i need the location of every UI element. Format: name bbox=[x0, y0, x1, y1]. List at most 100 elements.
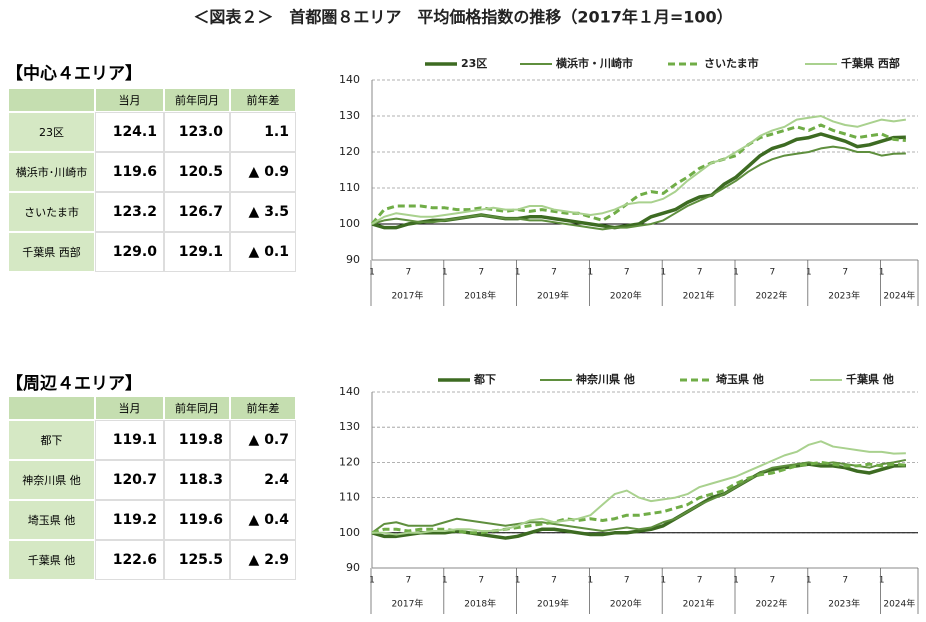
table-value: 118.3 bbox=[164, 460, 230, 500]
x-tick-label: 7 bbox=[551, 576, 557, 586]
x-tick-label: 1 bbox=[442, 576, 448, 586]
year-label: 2018年 bbox=[464, 598, 496, 610]
year-label: 2024年 bbox=[883, 598, 915, 610]
series-line bbox=[371, 460, 906, 535]
x-tick-label: 1 bbox=[515, 268, 521, 278]
x-tick-label: 1 bbox=[879, 268, 885, 278]
x-tick-label: 7 bbox=[770, 268, 776, 278]
x-tick-label: 1 bbox=[879, 576, 885, 586]
series-line bbox=[371, 115, 907, 225]
x-tick-label: 7 bbox=[406, 576, 412, 586]
table-value: 120.7 bbox=[95, 460, 164, 500]
page-title: ＜図表２＞ 首都圏８エリア 平均価格指数の推移（2017年１月=100） bbox=[193, 8, 732, 27]
table-value: 125.5 bbox=[164, 540, 230, 580]
legend-label: 千葉県 西部 bbox=[841, 56, 900, 70]
series-line bbox=[371, 458, 907, 534]
y-tick-label: 130 bbox=[339, 420, 360, 433]
legend-label: さいたま市 bbox=[704, 56, 759, 70]
series-line bbox=[370, 123, 906, 225]
x-tick-label: 1 bbox=[806, 268, 812, 278]
x-tick-label: 1 bbox=[588, 268, 594, 278]
year-label: 2019年 bbox=[537, 598, 569, 610]
row-label: さいたま市 bbox=[8, 192, 95, 232]
x-tick-label: 1 bbox=[660, 576, 666, 586]
series-line bbox=[371, 462, 906, 540]
table-value: 2.4 bbox=[230, 460, 296, 500]
table-value: 119.2 bbox=[95, 500, 164, 540]
column-header: 当月 bbox=[95, 88, 164, 112]
x-tick-label: 1 bbox=[660, 268, 666, 278]
table-value: 126.7 bbox=[164, 192, 230, 232]
x-tick-label: 7 bbox=[842, 576, 848, 586]
table-value: 123.0 bbox=[164, 112, 230, 152]
year-label: 2023年 bbox=[828, 290, 860, 302]
x-tick-label: 7 bbox=[624, 576, 630, 586]
year-label: 2020年 bbox=[610, 290, 642, 302]
table-value: 120.5 bbox=[164, 152, 230, 192]
section-heading: 【周辺４エリア】 bbox=[6, 374, 142, 394]
x-tick-label: 7 bbox=[478, 576, 484, 586]
y-tick-label: 140 bbox=[339, 385, 360, 398]
table-value: ▲ 0.7 bbox=[230, 420, 296, 460]
table-value: 129.1 bbox=[164, 232, 230, 272]
table-value: 119.1 bbox=[95, 420, 164, 460]
year-label: 2024年 bbox=[883, 290, 915, 302]
column-header: 前年差 bbox=[230, 396, 296, 420]
table-value: ▲ 2.9 bbox=[230, 540, 296, 580]
year-label: 2017年 bbox=[391, 290, 423, 302]
x-tick-label: 7 bbox=[624, 268, 630, 278]
x-tick-label: 1 bbox=[515, 576, 521, 586]
row-label: 埼玉県 他 bbox=[8, 500, 95, 540]
x-tick-label: 7 bbox=[697, 268, 703, 278]
year-label: 2023年 bbox=[828, 598, 860, 610]
row-label: 23区 bbox=[8, 112, 95, 152]
table-value: 119.6 bbox=[95, 152, 164, 192]
column-header: 当月 bbox=[95, 396, 164, 420]
year-label: 2022年 bbox=[755, 598, 787, 610]
x-tick-label: 1 bbox=[442, 268, 448, 278]
legend-label: 23区 bbox=[461, 57, 487, 70]
y-tick-label: 110 bbox=[339, 491, 360, 504]
year-label: 2020年 bbox=[610, 598, 642, 610]
y-tick-label: 120 bbox=[339, 455, 360, 468]
table-value: 124.1 bbox=[95, 112, 164, 152]
table-value: 119.8 bbox=[164, 420, 230, 460]
series-line bbox=[372, 440, 906, 536]
table-value: ▲ 0.4 bbox=[230, 500, 296, 540]
legend-label: 都下 bbox=[473, 372, 496, 386]
x-tick-label: 7 bbox=[697, 576, 703, 586]
x-tick-label: 1 bbox=[733, 268, 739, 278]
column-header: 前年差 bbox=[230, 88, 296, 112]
table-value: ▲ 0.1 bbox=[230, 232, 296, 272]
table-value: 1.1 bbox=[230, 112, 296, 152]
x-tick-label: 7 bbox=[478, 268, 484, 278]
year-label: 2018年 bbox=[464, 290, 496, 302]
table-value: ▲ 3.5 bbox=[230, 192, 296, 232]
header-cell bbox=[8, 88, 95, 112]
x-tick-label: 1 bbox=[588, 576, 594, 586]
column-header: 前年同月 bbox=[164, 88, 230, 112]
x-tick-label: 1 bbox=[369, 268, 375, 278]
y-tick-label: 100 bbox=[339, 217, 360, 230]
x-tick-label: 7 bbox=[842, 268, 848, 278]
section-heading: 【中心４エリア】 bbox=[6, 64, 142, 84]
y-tick-label: 90 bbox=[346, 561, 360, 574]
year-label: 2022年 bbox=[755, 290, 787, 302]
y-tick-label: 110 bbox=[339, 181, 360, 194]
y-tick-label: 90 bbox=[346, 253, 360, 266]
year-label: 2017年 bbox=[391, 598, 423, 610]
x-tick-label: 7 bbox=[406, 268, 412, 278]
row-label: 千葉県 西部 bbox=[8, 232, 95, 272]
x-tick-label: 7 bbox=[770, 576, 776, 586]
series-line bbox=[371, 145, 906, 231]
year-label: 2019年 bbox=[537, 290, 569, 302]
y-tick-label: 100 bbox=[339, 526, 360, 539]
row-label: 神奈川県 他 bbox=[8, 460, 95, 500]
x-tick-label: 1 bbox=[733, 576, 739, 586]
x-tick-label: 1 bbox=[369, 576, 375, 586]
y-tick-label: 120 bbox=[339, 145, 360, 158]
row-label: 千葉県 他 bbox=[8, 540, 95, 580]
legend-label: 埼玉県 他 bbox=[716, 372, 764, 386]
